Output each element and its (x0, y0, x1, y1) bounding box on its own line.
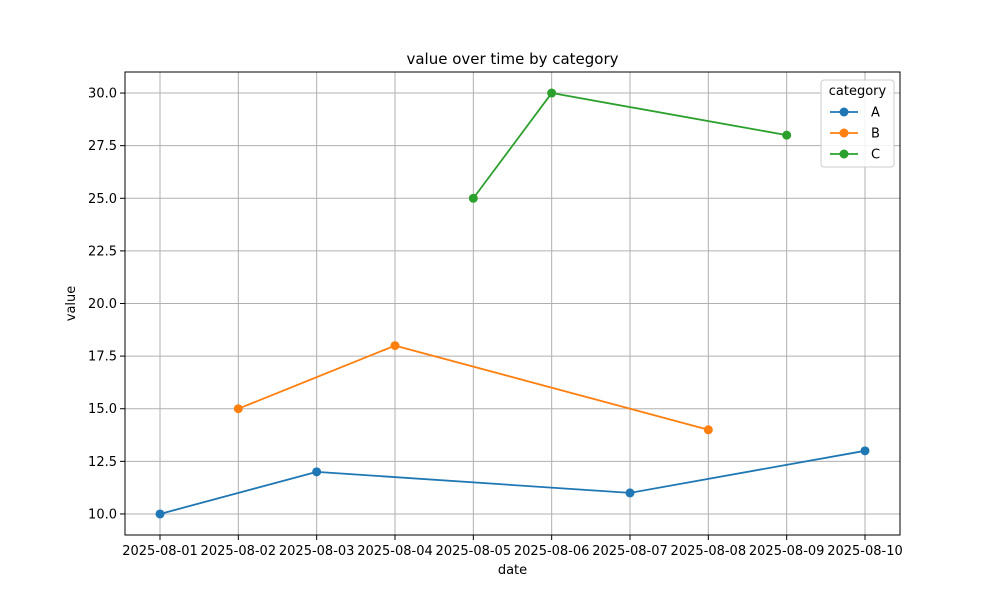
data-point-b (703, 425, 713, 435)
x-tick-label: 2025-08-08 (671, 544, 747, 559)
y-axis-label: value (64, 286, 79, 322)
y-tick-label: 22.5 (88, 244, 117, 259)
x-tick-label: 2025-08-05 (436, 544, 512, 559)
y-tick-label: 20.0 (88, 297, 117, 312)
y-tick-label: 12.5 (88, 455, 117, 470)
x-tick-label: 2025-08-01 (122, 544, 198, 559)
x-tick-label: 2025-08-03 (279, 544, 355, 559)
data-point-a (155, 509, 165, 519)
x-tick-label: 2025-08-07 (592, 544, 668, 559)
legend-marker-a (839, 107, 849, 117)
legend-marker-b (839, 128, 849, 138)
legend: category ABC (820, 79, 895, 168)
data-point-c (782, 130, 792, 140)
data-point-a (312, 467, 322, 477)
data-point-b (390, 341, 400, 351)
series-lines (155, 88, 870, 519)
data-point-c (547, 88, 557, 98)
legend-label-a: A (871, 106, 880, 121)
y-tick-label: 17.5 (88, 350, 117, 365)
y-tick-label: 15.0 (88, 402, 117, 417)
legend-label-b: B (871, 127, 880, 142)
grid-lines (125, 72, 900, 535)
legend-title: category (829, 84, 887, 99)
data-point-b (233, 404, 243, 414)
axes: 2025-08-01 2025-08-02 2025-08-03 2025-08-04… (88, 87, 903, 559)
y-tick-label: 30.0 (88, 87, 117, 102)
data-point-c (468, 193, 478, 203)
y-tick-label: 25.0 (88, 192, 117, 207)
x-axis-label: date (498, 563, 527, 578)
legend-box (820, 79, 895, 168)
data-point-a (860, 446, 870, 456)
x-tick-label: 2025-08-04 (357, 544, 433, 559)
data-point-a (625, 488, 635, 498)
x-tick-label: 2025-08-06 (514, 544, 590, 559)
legend-items: ABC (830, 106, 880, 163)
y-tick-label: 27.5 (88, 139, 117, 154)
x-tick-label: 2025-08-09 (749, 544, 825, 559)
legend-label-c: C (871, 148, 880, 163)
legend-marker-c (839, 149, 849, 159)
x-tick-label: 2025-08-10 (827, 544, 903, 559)
y-tick-label: 10.0 (88, 507, 117, 522)
chart-title: value over time by category (406, 50, 618, 68)
x-tick-label: 2025-08-02 (201, 544, 277, 559)
series-line-a (159, 449, 866, 515)
